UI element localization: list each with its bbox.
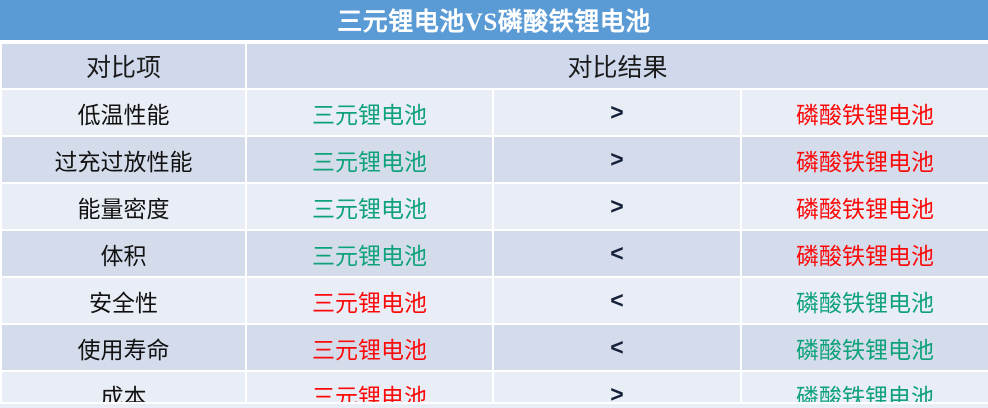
table-row: 成本 三元锂电池 > 磷酸铁锂电池	[0, 370, 988, 408]
cell-right-battery: 磷酸铁锂电池	[739, 323, 988, 372]
table-body: 低温性能 三元锂电池 > 磷酸铁锂电池 过充过放性能 三元锂电池 > 磷酸铁锂电池 能量密度 三元…	[0, 88, 988, 408]
cell-right-battery: 磷酸铁锂电池	[739, 135, 988, 184]
page-title: 三元锂电池VS磷酸铁锂电池	[337, 9, 651, 36]
column-header-item: 对比项	[0, 42, 247, 90]
cell-left-battery: 三元锂电池	[245, 229, 494, 278]
comparison-table: 对比项 对比结果 低温性能 三元锂电池 > 磷酸铁锂电池 过充过放性能 三元锂电池 > 磷酸铁…	[0, 42, 988, 408]
cell-left-battery: 三元锂电池	[245, 276, 494, 325]
cell-comparison-item: 使用寿命	[0, 323, 247, 372]
cell-left-battery: 三元锂电池	[245, 370, 494, 408]
table-row: 安全性 三元锂电池 < 磷酸铁锂电池	[0, 276, 988, 325]
cell-left-battery: 三元锂电池	[245, 182, 494, 231]
cell-right-battery: 磷酸铁锂电池	[739, 88, 988, 137]
cell-comparison-operator: >	[492, 370, 742, 408]
table-row: 能量密度 三元锂电池 > 磷酸铁锂电池	[0, 182, 988, 231]
column-header-result: 对比结果	[244, 42, 988, 90]
table-title-bar: 三元锂电池VS磷酸铁锂电池	[0, 0, 988, 42]
cell-right-battery: 磷酸铁锂电池	[739, 229, 988, 278]
cell-right-battery: 磷酸铁锂电池	[739, 276, 988, 325]
cell-right-battery: 磷酸铁锂电池	[739, 182, 988, 231]
cell-comparison-operator: >	[492, 88, 742, 137]
cell-left-battery: 三元锂电池	[245, 88, 494, 137]
cell-comparison-item: 安全性	[0, 276, 247, 325]
cell-comparison-operator: <	[492, 229, 742, 278]
table-bottom-strip	[0, 402, 988, 408]
cell-right-battery: 磷酸铁锂电池	[739, 370, 988, 408]
cell-comparison-operator: <	[492, 323, 742, 372]
table-row: 使用寿命 三元锂电池 < 磷酸铁锂电池	[0, 323, 988, 372]
cell-comparison-item: 能量密度	[0, 182, 247, 231]
cell-comparison-item: 过充过放性能	[0, 135, 247, 184]
table-row: 体积 三元锂电池 < 磷酸铁锂电池	[0, 229, 988, 278]
cell-comparison-item: 低温性能	[0, 88, 247, 137]
table-row: 过充过放性能 三元锂电池 > 磷酸铁锂电池	[0, 135, 988, 184]
table-row: 低温性能 三元锂电池 > 磷酸铁锂电池	[0, 88, 988, 137]
table-header-row: 对比项 对比结果	[0, 42, 988, 90]
cell-comparison-operator: >	[492, 182, 742, 231]
cell-left-battery: 三元锂电池	[245, 135, 494, 184]
cell-comparison-operator: >	[492, 135, 742, 184]
cell-comparison-item: 体积	[0, 229, 247, 278]
cell-left-battery: 三元锂电池	[245, 323, 494, 372]
cell-comparison-operator: <	[492, 276, 742, 325]
cell-comparison-item: 成本	[0, 370, 247, 408]
